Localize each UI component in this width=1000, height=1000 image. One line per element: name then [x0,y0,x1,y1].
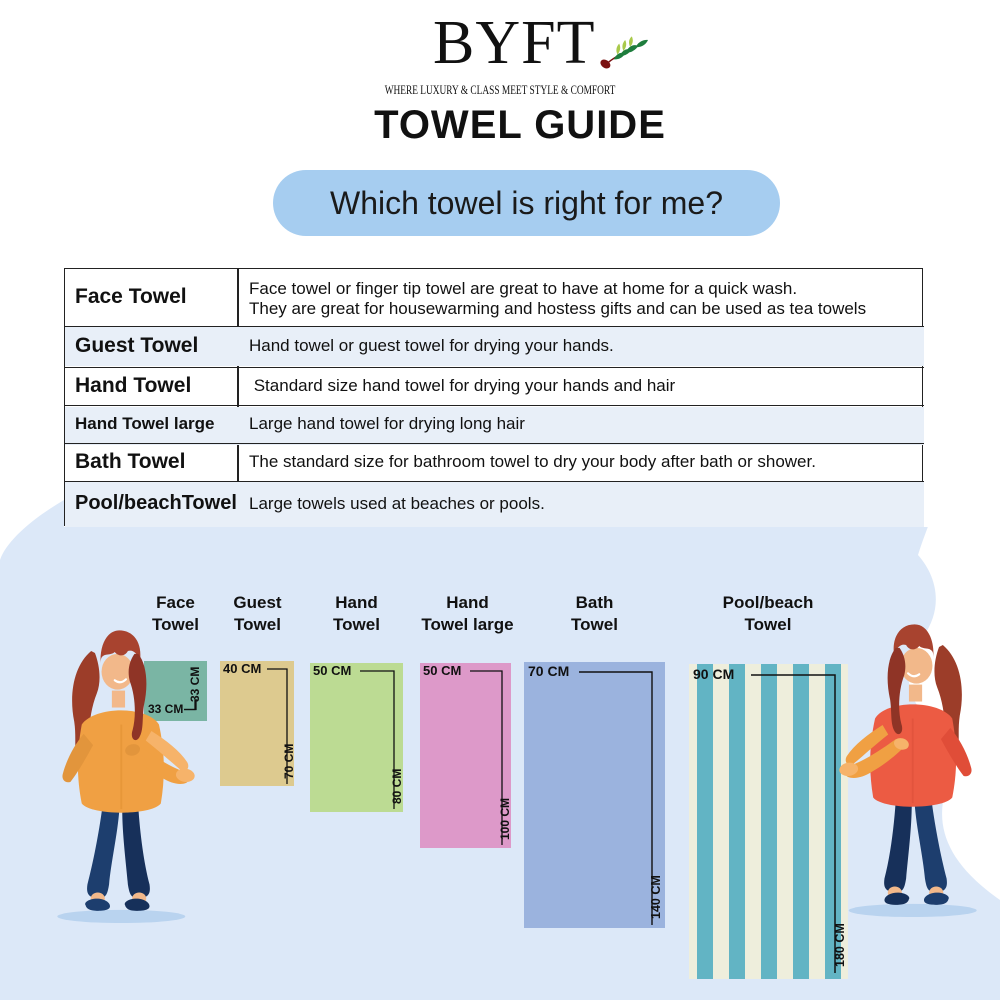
svg-text:180 CM: 180 CM [833,923,847,967]
svg-text:70 CM: 70 CM [282,744,294,779]
svg-text:100 CM: 100 CM [498,798,511,840]
svg-text:50 CM: 50 CM [423,663,461,678]
svg-text:40 CM: 40 CM [223,661,261,676]
svg-text:90 CM: 90 CM [693,666,734,682]
svg-text:140 CM: 140 CM [649,875,663,919]
svg-text:50 CM: 50 CM [313,663,351,678]
svg-text:80 CM: 80 CM [390,769,403,804]
svg-text:70 CM: 70 CM [528,663,569,679]
